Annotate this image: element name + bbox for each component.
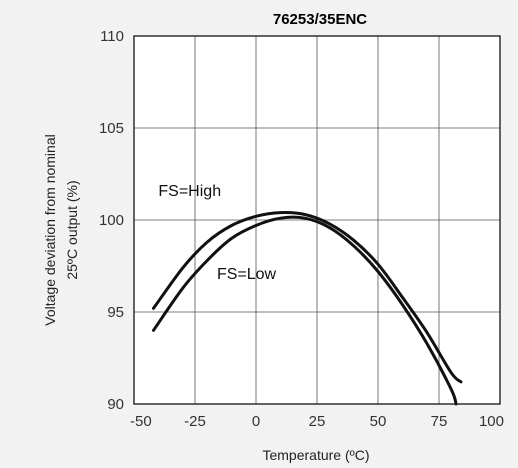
series-group: FS=High FS=Low (152, 183, 463, 406)
plot-frame (133, 35, 501, 405)
y-tick-label: 90 (107, 396, 124, 413)
series-label-fs-high: FS=High (158, 183, 221, 200)
x-tick-label: -25 (184, 413, 206, 430)
y-tick-label: 100 (99, 212, 124, 229)
series-label-fs-low: FS=Low (217, 266, 277, 283)
series-line-fs-low (152, 215, 458, 406)
x-tick-label: 25 (309, 413, 326, 430)
x-tick-label: 100 (479, 413, 504, 430)
y-axis-label: Voltage deviation from nominal 25ºC outp… (42, 134, 80, 325)
y-tick-label: 95 (107, 304, 124, 321)
x-axis-label: Temperature (ºC) (262, 447, 369, 463)
tick-labels: -50 -25 0 25 50 75 100 90 95 100 105 110 (99, 28, 504, 430)
x-tick-label: -50 (130, 413, 152, 430)
x-tick-label: 0 (252, 413, 260, 430)
y-axis-label-line-2: 25ºC output (%) (64, 180, 80, 279)
x-tick-label: 75 (431, 413, 448, 430)
chart-title: 76253/35ENC (273, 11, 367, 28)
y-tick-label: 105 (99, 120, 124, 137)
series-line-fs-high (152, 211, 463, 384)
x-tick-label: 50 (370, 413, 387, 430)
y-tick-label: 110 (100, 28, 124, 45)
y-axis-label-line-1: Voltage deviation from nominal (42, 134, 58, 325)
